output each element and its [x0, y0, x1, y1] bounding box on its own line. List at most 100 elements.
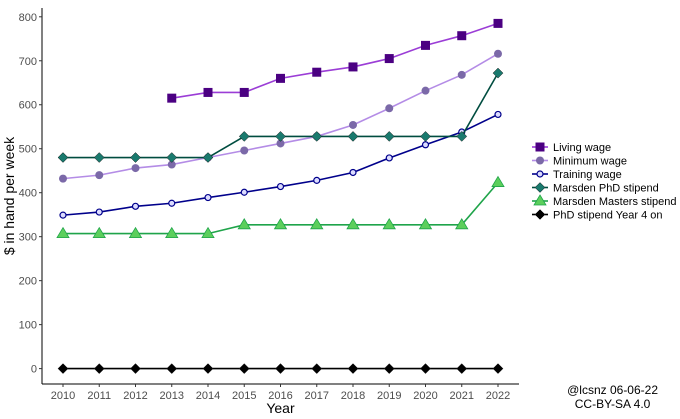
series-4 — [57, 67, 504, 163]
data-point — [456, 131, 468, 142]
data-point — [237, 218, 251, 230]
data-point — [494, 49, 502, 58]
data-point — [311, 363, 323, 374]
data-point — [57, 363, 69, 374]
legend-key-marker — [533, 194, 547, 206]
x-tick-label: 2022 — [486, 390, 510, 402]
x-tick-label: 2012 — [123, 390, 147, 402]
legend-label: Training wage — [553, 169, 622, 181]
series-line — [171, 22, 499, 99]
data-point — [276, 73, 285, 83]
tick-labels: 0 100 200 300 400 500 600 700 800 2010 2011 2012 201… — [19, 12, 511, 402]
data-point — [312, 67, 322, 77]
data-point — [202, 363, 214, 374]
data-point — [166, 152, 178, 163]
data-point — [347, 363, 359, 374]
x-tick-label: 2013 — [160, 390, 184, 402]
data-point — [238, 131, 250, 142]
x-tick-label: 2017 — [305, 390, 329, 402]
data-point — [347, 131, 359, 142]
credit-note: @lcsnz 06-06-22 CC-BY-SA 4.0 — [567, 383, 658, 411]
legend-label: Minimum wage — [553, 156, 627, 168]
y-tick-label: 200 — [19, 276, 37, 288]
data-point — [493, 18, 503, 28]
data-point — [383, 363, 395, 374]
data-point — [385, 154, 393, 162]
series-3 — [59, 110, 502, 219]
data-point — [346, 218, 360, 230]
legend-key-marker — [536, 170, 544, 178]
data-point — [201, 226, 215, 239]
y-tick-label: 0 — [31, 364, 37, 376]
credit-line-2: CC-BY-SA 4.0 — [574, 397, 651, 411]
data-point — [276, 139, 285, 148]
data-point — [275, 363, 286, 374]
data-point — [203, 87, 213, 97]
data-point — [131, 202, 140, 210]
data-point — [167, 160, 176, 169]
data-point — [93, 152, 105, 163]
data-point — [56, 226, 70, 239]
x-tick-label: 2014 — [196, 390, 220, 402]
axes — [39, 8, 519, 387]
data-point — [166, 363, 178, 374]
x-tick-label: 2018 — [341, 390, 365, 402]
y-tick-label: 800 — [19, 12, 37, 24]
legend-label: Living wage — [553, 142, 611, 154]
data-point — [130, 152, 141, 163]
data-point — [57, 152, 69, 163]
y-tick-label: 100 — [19, 320, 37, 332]
data-point — [492, 363, 504, 374]
data-point — [456, 363, 468, 374]
data-point — [59, 174, 67, 183]
data-point — [310, 218, 324, 230]
data-point — [420, 131, 431, 142]
x-tick-label: 2019 — [377, 390, 401, 402]
data-point — [491, 175, 505, 187]
data-point — [492, 67, 504, 79]
data-point — [420, 363, 431, 374]
data-point — [457, 31, 467, 41]
data-point — [202, 152, 214, 163]
legend-key-marker — [535, 142, 545, 152]
data-point — [165, 226, 179, 239]
legend-item: Marsden Masters stipend — [532, 194, 677, 208]
legend-key-marker — [534, 209, 546, 220]
y-tick-label: 300 — [19, 232, 37, 244]
data-point — [313, 176, 321, 184]
y-tick-label: 600 — [19, 100, 37, 112]
series-5 — [56, 175, 505, 239]
series-line — [62, 53, 499, 180]
x-axis-title: Year — [266, 400, 295, 416]
legend-item: PhD stipend Year 4 on — [532, 209, 662, 222]
legend-label: PhD stipend Year 4 on — [553, 210, 662, 222]
x-tick-label: 2020 — [413, 390, 437, 402]
data-point — [349, 168, 357, 177]
x-tick-label: 2015 — [232, 390, 256, 402]
data-point — [130, 363, 141, 374]
data-point — [131, 164, 140, 173]
data-point — [238, 363, 250, 374]
data-point — [421, 86, 430, 95]
series-6 — [57, 363, 504, 374]
data-point — [384, 54, 394, 64]
legend-label: Marsden Masters stipend — [553, 196, 677, 208]
data-point — [421, 40, 430, 50]
legend-key-marker — [536, 156, 544, 165]
data-point — [276, 182, 285, 191]
x-tick-label: 2021 — [450, 390, 474, 402]
legend-item: Training wage — [532, 169, 622, 181]
series-line — [62, 113, 499, 216]
y-tick-label: 500 — [19, 144, 37, 156]
data-point — [93, 363, 105, 374]
data-point — [128, 226, 143, 239]
data-point — [494, 110, 502, 119]
data-point — [95, 208, 103, 216]
data-point — [418, 218, 433, 230]
data-point — [239, 87, 249, 97]
x-tick-label: 2010 — [51, 390, 75, 402]
data-point — [95, 171, 104, 180]
data-point — [383, 131, 395, 142]
data-point — [421, 141, 430, 149]
